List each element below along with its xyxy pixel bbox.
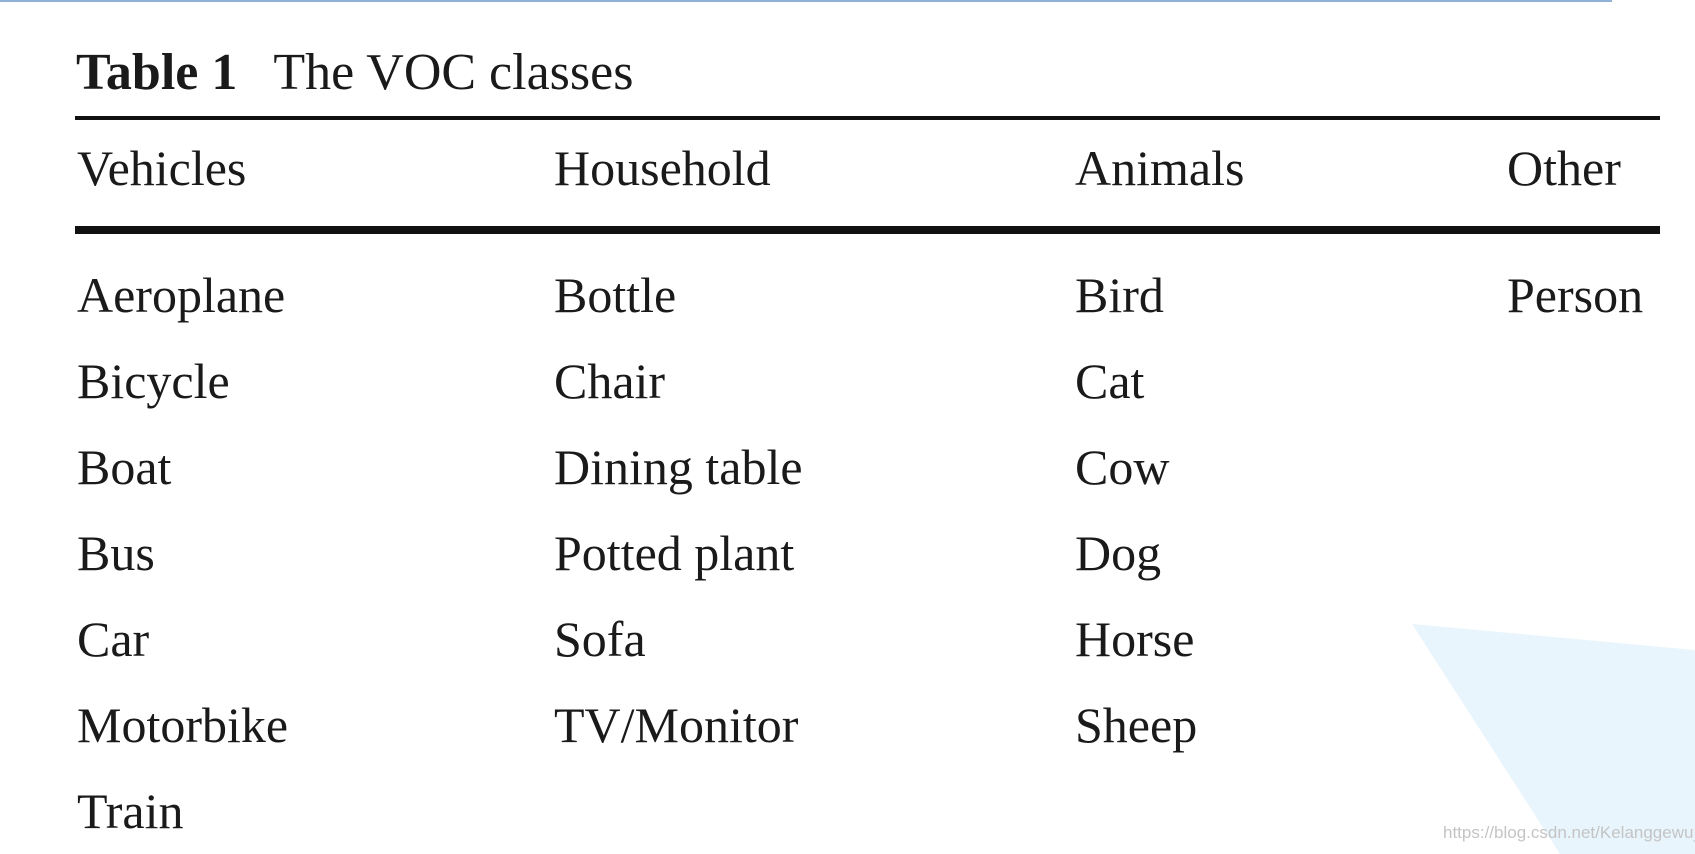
table-cell: Bicycle [77,353,230,409]
table-top-rule [75,116,1660,120]
table-caption-label: Table 1 [76,44,238,101]
table-cell: Aeroplane [77,267,286,323]
table-caption-title: The VOC classes [273,44,634,101]
column-header-household: Household [554,140,771,196]
table-cell: Potted plant [554,525,795,581]
table-cell: Sofa [554,611,646,667]
table-header-rule [75,226,1660,234]
table-cell: Bottle [554,267,677,323]
column-header-other: Other [1507,140,1621,196]
column-header-animals: Animals [1075,140,1245,196]
table-cell: Sheep [1075,697,1198,753]
table-cell: Train [77,783,184,839]
table-cell: Person [1507,267,1644,323]
table-cell: Motorbike [77,697,289,753]
table-cell: Dog [1075,525,1162,581]
table-cell: Bird [1075,267,1164,323]
top-accent-line [0,0,1612,2]
table-cell: Bus [77,525,155,581]
table-caption: Table 1 The VOC classes [76,40,633,106]
table-cell: Dining table [554,439,803,495]
table-cell: Boat [77,439,172,495]
table-cell: Cat [1075,353,1145,409]
table-cell: Chair [554,353,666,409]
column-header-vehicles: Vehicles [77,140,247,196]
table-cell: TV/Monitor [554,697,799,753]
watermark-url: https://blog.csdn.net/Kelanggewu_ [1443,823,1695,842]
table-cell: Car [77,611,150,667]
table-cell: Cow [1075,439,1170,495]
table-cell: Horse [1075,611,1195,667]
